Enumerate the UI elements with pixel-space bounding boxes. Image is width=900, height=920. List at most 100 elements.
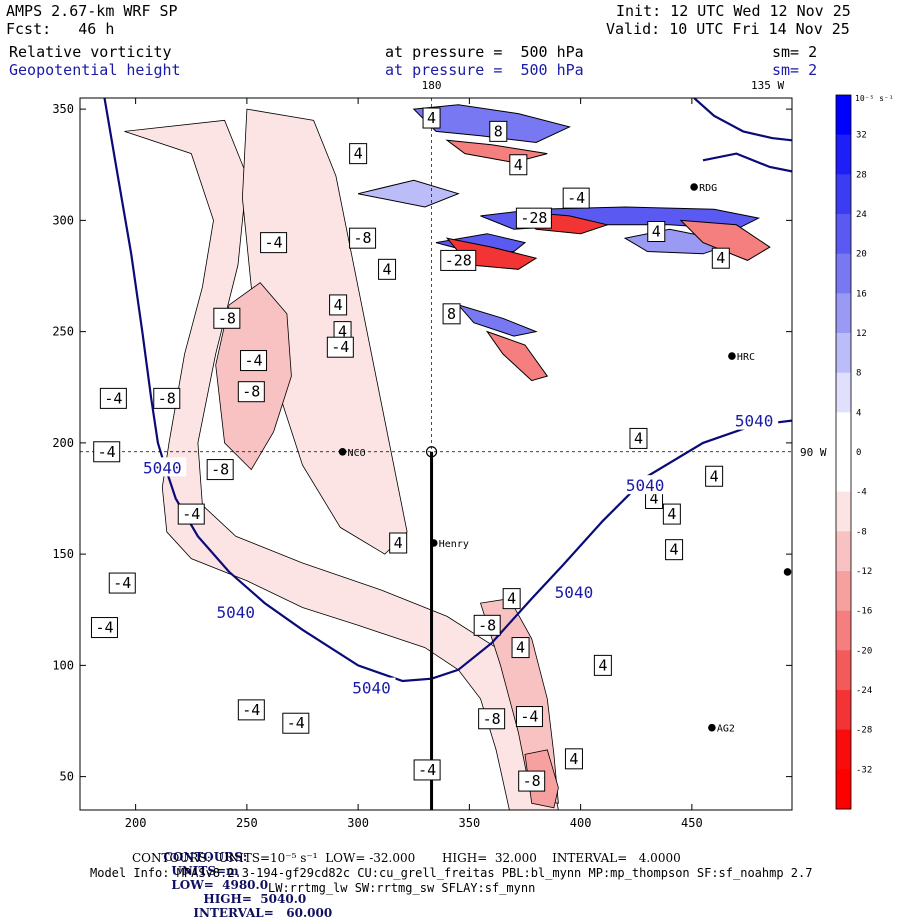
height-contours-label: CONTOURS: <box>163 850 248 864</box>
vorticity-label-23: -8 <box>211 461 229 479</box>
y-tick-label-0: 50 <box>60 770 74 784</box>
height-label-bg-4 <box>621 475 670 495</box>
y-tick-label-4: 250 <box>52 325 74 339</box>
colorbar-swatch-13 <box>836 610 851 651</box>
footer-vorticity-contours: CONTOURS: UNITS=10⁻⁵ s⁻¹ LOW= -32.000 HI… <box>132 851 681 865</box>
vorticity-label-36: -4 <box>242 701 260 719</box>
parallel-label: 90 W <box>800 446 827 459</box>
colorbar-swatch-14 <box>836 650 851 691</box>
forecast-hour: Fcst: 46 h <box>6 20 115 38</box>
station-label-0: RDG <box>699 183 717 194</box>
negative-vorticity-streak-4 <box>679 219 771 261</box>
footer-physics-info: LW:rrtmg_lw SW:rrtmg_sw SFLAY:sf_mynn <box>268 881 536 895</box>
colorbar-swatch-2 <box>836 174 851 215</box>
vorticity-label-box-19 <box>99 387 127 409</box>
colorbar-label-9: -4 <box>856 488 867 498</box>
vorticity-label-box-34 <box>511 637 530 659</box>
vorticity-label-box-5 <box>515 207 552 229</box>
colorbar-swatch-15 <box>836 690 851 731</box>
meridian-label-1: 135 W <box>751 79 784 92</box>
vorticity-label-box-1 <box>489 120 508 142</box>
footer-model-info: Model Info: MPASv8.2.3-194-gf29cd82c CU:… <box>90 866 813 880</box>
vorticity-label-1: 8 <box>494 122 503 140</box>
colorbar-swatch-5 <box>836 293 851 334</box>
colorbar-label-16: -32 <box>856 765 872 775</box>
vorticity-label-32: -8 <box>478 616 496 634</box>
negative-vorticity-band-0 <box>124 119 559 810</box>
station-marker-1 <box>728 352 736 360</box>
x-tick-label-1: 250 <box>236 816 258 830</box>
vorticity-label-27: 4 <box>667 505 676 523</box>
colorbar-label-15: -28 <box>856 726 872 736</box>
vorticity-label-28: 4 <box>394 534 403 552</box>
vorticity-label-box-12 <box>329 294 348 316</box>
vorticity-label-box-3 <box>509 154 528 176</box>
vorticity-label-box-33 <box>90 617 118 639</box>
vorticity-label-13: -8 <box>218 309 236 327</box>
vorticity-label-box-2 <box>349 143 368 165</box>
height-label-bg-5 <box>730 410 779 430</box>
vorticity-label-box-0 <box>422 107 441 129</box>
vorticity-label-box-39 <box>515 706 543 728</box>
vorticity-label-box-38 <box>478 708 506 730</box>
height-contour-label-1: 5040 <box>216 603 255 622</box>
vorticity-label-33: -4 <box>95 619 113 637</box>
colorbar-swatch-17 <box>836 769 851 810</box>
vorticity-label-box-18 <box>237 381 265 403</box>
vorticity-label-4: -4 <box>567 189 585 207</box>
positive-vorticity-band-3 <box>456 303 538 337</box>
vorticity-label-box-37 <box>282 712 310 734</box>
vorticity-label-box-30 <box>108 572 136 594</box>
plot-frame <box>79 97 793 811</box>
vorticity-label-box-32 <box>473 614 501 636</box>
y-tick-label-6: 350 <box>52 102 74 116</box>
negative-vorticity-band-2 <box>215 282 292 471</box>
vorticity-label-10: 4 <box>383 260 392 278</box>
model-name: AMPS 2.67-km WRF SP <box>6 2 178 20</box>
negative-vorticity-streak-2 <box>445 139 548 164</box>
colorbar-swatch-10 <box>836 491 851 532</box>
vorticity-label-15: 4 <box>338 323 347 341</box>
height-contour-line-2 <box>702 152 792 173</box>
vorticity-label-box-4 <box>562 187 590 209</box>
vorticity-label-40: 4 <box>569 750 578 768</box>
vorticity-label-11: 4 <box>716 249 725 267</box>
station-marker-2 <box>338 447 347 456</box>
vorticity-label-37: -4 <box>287 714 305 732</box>
vorticity-label-26: -4 <box>182 505 200 523</box>
station-label-1: HRC <box>737 352 755 363</box>
height-contour-line-1 <box>693 98 792 142</box>
height-contour-label-3: 5040 <box>555 583 594 602</box>
station-label-3: Henry <box>439 539 469 550</box>
station-label-2: NCO <box>348 448 366 459</box>
vorticity-label-5: -28 <box>520 209 547 227</box>
height-contour-label-4: 5040 <box>626 476 665 495</box>
vorticity-label-31: 4 <box>507 590 516 608</box>
station-marker-4 <box>783 568 792 576</box>
colorbar-swatch-6 <box>836 333 851 374</box>
height-label-bg-3 <box>549 581 598 601</box>
vorticity-label-box-31 <box>502 588 521 610</box>
colorbar-label-8: 0 <box>856 448 861 458</box>
field2-pressure: at pressure = 500 hPa <box>385 61 584 79</box>
positive-vorticity-band-5 <box>357 179 460 208</box>
vorticity-label-12: 4 <box>334 296 343 314</box>
height-contours-units: UNITS=m <box>171 864 239 878</box>
vorticity-label-30: -4 <box>113 574 131 592</box>
colorbar-label-4: 16 <box>856 289 867 299</box>
y-tick-label-1: 100 <box>52 658 74 672</box>
x-tick-label-4: 400 <box>570 816 592 830</box>
vorticity-label-18: -8 <box>242 383 260 401</box>
init-time: Init: 12 UTC Wed 12 Nov 25 <box>616 2 851 20</box>
vorticity-label-box-8 <box>260 232 288 254</box>
vorticity-label-box-17 <box>240 350 268 372</box>
vorticity-label-box-42 <box>518 770 546 792</box>
vorticity-label-box-28 <box>389 532 408 554</box>
colorbar-label-3: 20 <box>856 250 867 260</box>
station-label-5: AG2 <box>717 724 735 735</box>
vorticity-label-9: -28 <box>445 251 472 269</box>
height-contour-label-5: 5040 <box>735 412 774 431</box>
height-contour-label-2: 5040 <box>352 679 391 698</box>
vorticity-label-box-20 <box>153 387 181 409</box>
cross-section-origin-marker <box>425 446 438 458</box>
